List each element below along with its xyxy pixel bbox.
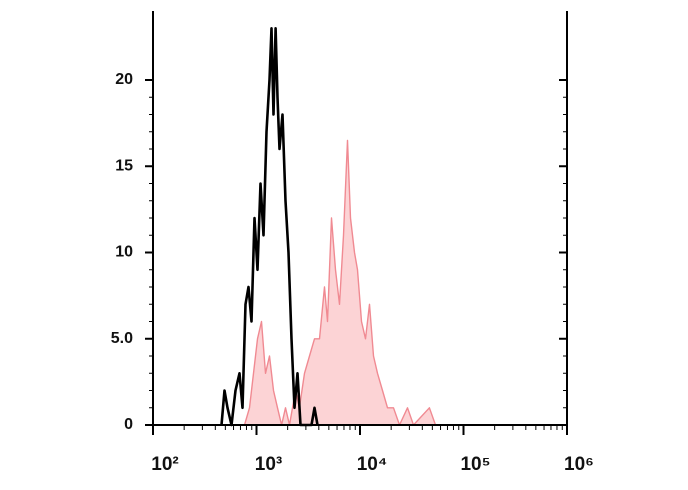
y-tick-label: 10 [115,244,133,261]
x-tick-label: 10⁶ [564,454,594,475]
y-tick-label: 0 [124,416,133,433]
y-tick-label: 15 [115,157,133,174]
x-tick-label: 10³ [255,454,282,475]
line [243,139,437,426]
y-tick-label: 5.0 [111,330,133,347]
x-tick-label: 10⁵ [460,454,490,475]
line [220,27,319,427]
y-tick-label: 20 [115,71,133,88]
x-tick-label: 10⁴ [357,454,388,475]
area [244,140,436,425]
x-tick-label: 10² [151,454,178,475]
